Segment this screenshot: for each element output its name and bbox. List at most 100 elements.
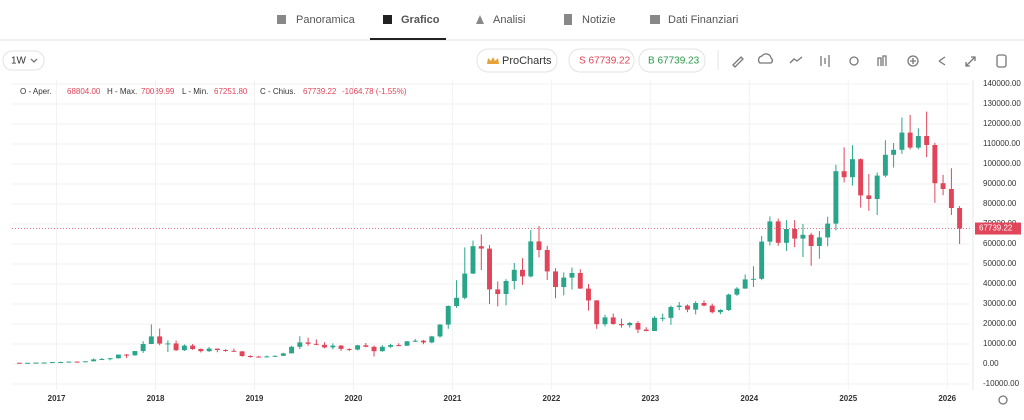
y-tick-label: 50000.00 — [983, 259, 1017, 268]
candle-body — [115, 354, 121, 359]
candle-body — [544, 250, 550, 272]
tab[interactable]: Panoramica — [296, 14, 356, 26]
tab[interactable]: Dati Finanziari — [668, 14, 738, 26]
candle-body — [924, 136, 930, 145]
y-tick-label: 130000.00 — [983, 99, 1021, 108]
y-tick-label: 30000.00 — [983, 299, 1017, 308]
plot: -10000.00 0.00 10000.00 20000.00 30000.00 400… — [12, 79, 1021, 403]
toolbar: 1W ProCharts S 67739.22 B 67739.23 — [2, 48, 1007, 73]
candle-body — [652, 317, 657, 331]
candle-body — [214, 348, 220, 350]
candle-body — [792, 229, 798, 239]
tab-icon — [277, 15, 286, 24]
candle-body — [454, 297, 460, 306]
candle-icon[interactable] — [820, 55, 830, 67]
candle-body — [330, 345, 336, 348]
candle-body — [932, 145, 938, 184]
candle-body — [322, 344, 328, 348]
candle-body — [462, 273, 468, 298]
candle-body — [676, 305, 682, 307]
interval-button[interactable] — [2, 50, 45, 71]
crown-icon — [487, 57, 499, 64]
candle-body — [371, 346, 377, 352]
x-tick-label: 2023 — [641, 394, 659, 403]
tab-icon — [650, 15, 660, 24]
candle-body — [421, 340, 426, 343]
tab[interactable]: Analisi — [493, 14, 525, 26]
candle-body — [602, 317, 608, 325]
candle-body — [833, 171, 839, 224]
candle-body — [726, 294, 732, 310]
dropdown-icon — [30, 58, 38, 63]
candle-body — [627, 323, 633, 326]
close-value: 67739.22 — [303, 87, 337, 96]
candle-body — [181, 345, 187, 351]
fullscreen-icon[interactable] — [965, 56, 976, 67]
candle-body — [247, 356, 253, 357]
panel-icon[interactable] — [996, 54, 1007, 68]
candle-body — [41, 362, 47, 364]
candle-body — [561, 277, 567, 287]
low-value: 67251.80 — [214, 87, 248, 96]
cloud-icon[interactable] — [757, 53, 773, 64]
candle-body — [783, 229, 789, 243]
indicator-icon[interactable] — [877, 55, 887, 66]
open-value: 68804.00 — [67, 87, 101, 96]
candle-body — [16, 362, 22, 364]
candle-body — [759, 241, 765, 279]
candle-body — [256, 356, 262, 358]
axis-settings-icon[interactable] — [998, 395, 1008, 405]
sell-button[interactable] — [568, 48, 635, 73]
candle-body — [388, 345, 394, 347]
y-tick-label: 0.00 — [983, 359, 999, 368]
candle-body — [33, 362, 39, 364]
add-icon[interactable] — [907, 55, 919, 67]
candle-body — [841, 171, 847, 178]
candle-body — [148, 336, 154, 344]
draw-icon[interactable] — [732, 56, 744, 68]
y-tick-label: 110000.00 — [983, 139, 1021, 148]
settings-icon[interactable] — [849, 56, 859, 66]
tab[interactable]: Notizie — [582, 14, 616, 26]
candle-body — [717, 310, 723, 313]
candle-body — [668, 307, 674, 318]
high-value: 70089.99 — [141, 87, 175, 96]
y-tick-label: 120000.00 — [983, 119, 1021, 128]
candle-body — [91, 359, 97, 362]
line-icon[interactable] — [789, 56, 803, 64]
y-tick-label: 20000.00 — [983, 319, 1017, 328]
candle-body — [701, 303, 707, 306]
candle-body — [660, 317, 666, 319]
active-tab-underline — [370, 38, 446, 40]
candle-body — [74, 361, 80, 363]
share-icon[interactable] — [938, 56, 946, 66]
candle-body — [206, 348, 212, 352]
candle-body — [577, 273, 583, 289]
x-tick-label: 2021 — [444, 394, 462, 403]
candle-body — [107, 358, 113, 360]
sell-price: S 67739.22 — [579, 56, 631, 67]
candle-body — [569, 273, 575, 278]
candle-body — [66, 361, 72, 363]
candle-body — [165, 343, 171, 345]
buy-button[interactable] — [638, 48, 706, 73]
candle-body — [58, 362, 64, 364]
procharts-button[interactable] — [476, 48, 558, 73]
tab[interactable]: Grafico — [401, 14, 440, 26]
candle-body — [520, 269, 525, 277]
candle-body — [800, 234, 806, 239]
candle-body — [849, 159, 855, 178]
candle-body — [940, 183, 946, 189]
candle-body — [297, 342, 303, 347]
x-tick-label: 2024 — [740, 394, 758, 403]
candle-body — [363, 345, 369, 347]
y-tick-label: 90000.00 — [983, 179, 1017, 188]
add-plus — [910, 58, 916, 64]
candle-body — [173, 343, 179, 351]
candle-body — [396, 345, 402, 347]
candle-body — [231, 350, 237, 352]
candle-body — [305, 342, 311, 344]
close-label: C - Chius. — [260, 87, 296, 96]
candle-body — [338, 345, 344, 349]
candle-body — [511, 269, 517, 281]
